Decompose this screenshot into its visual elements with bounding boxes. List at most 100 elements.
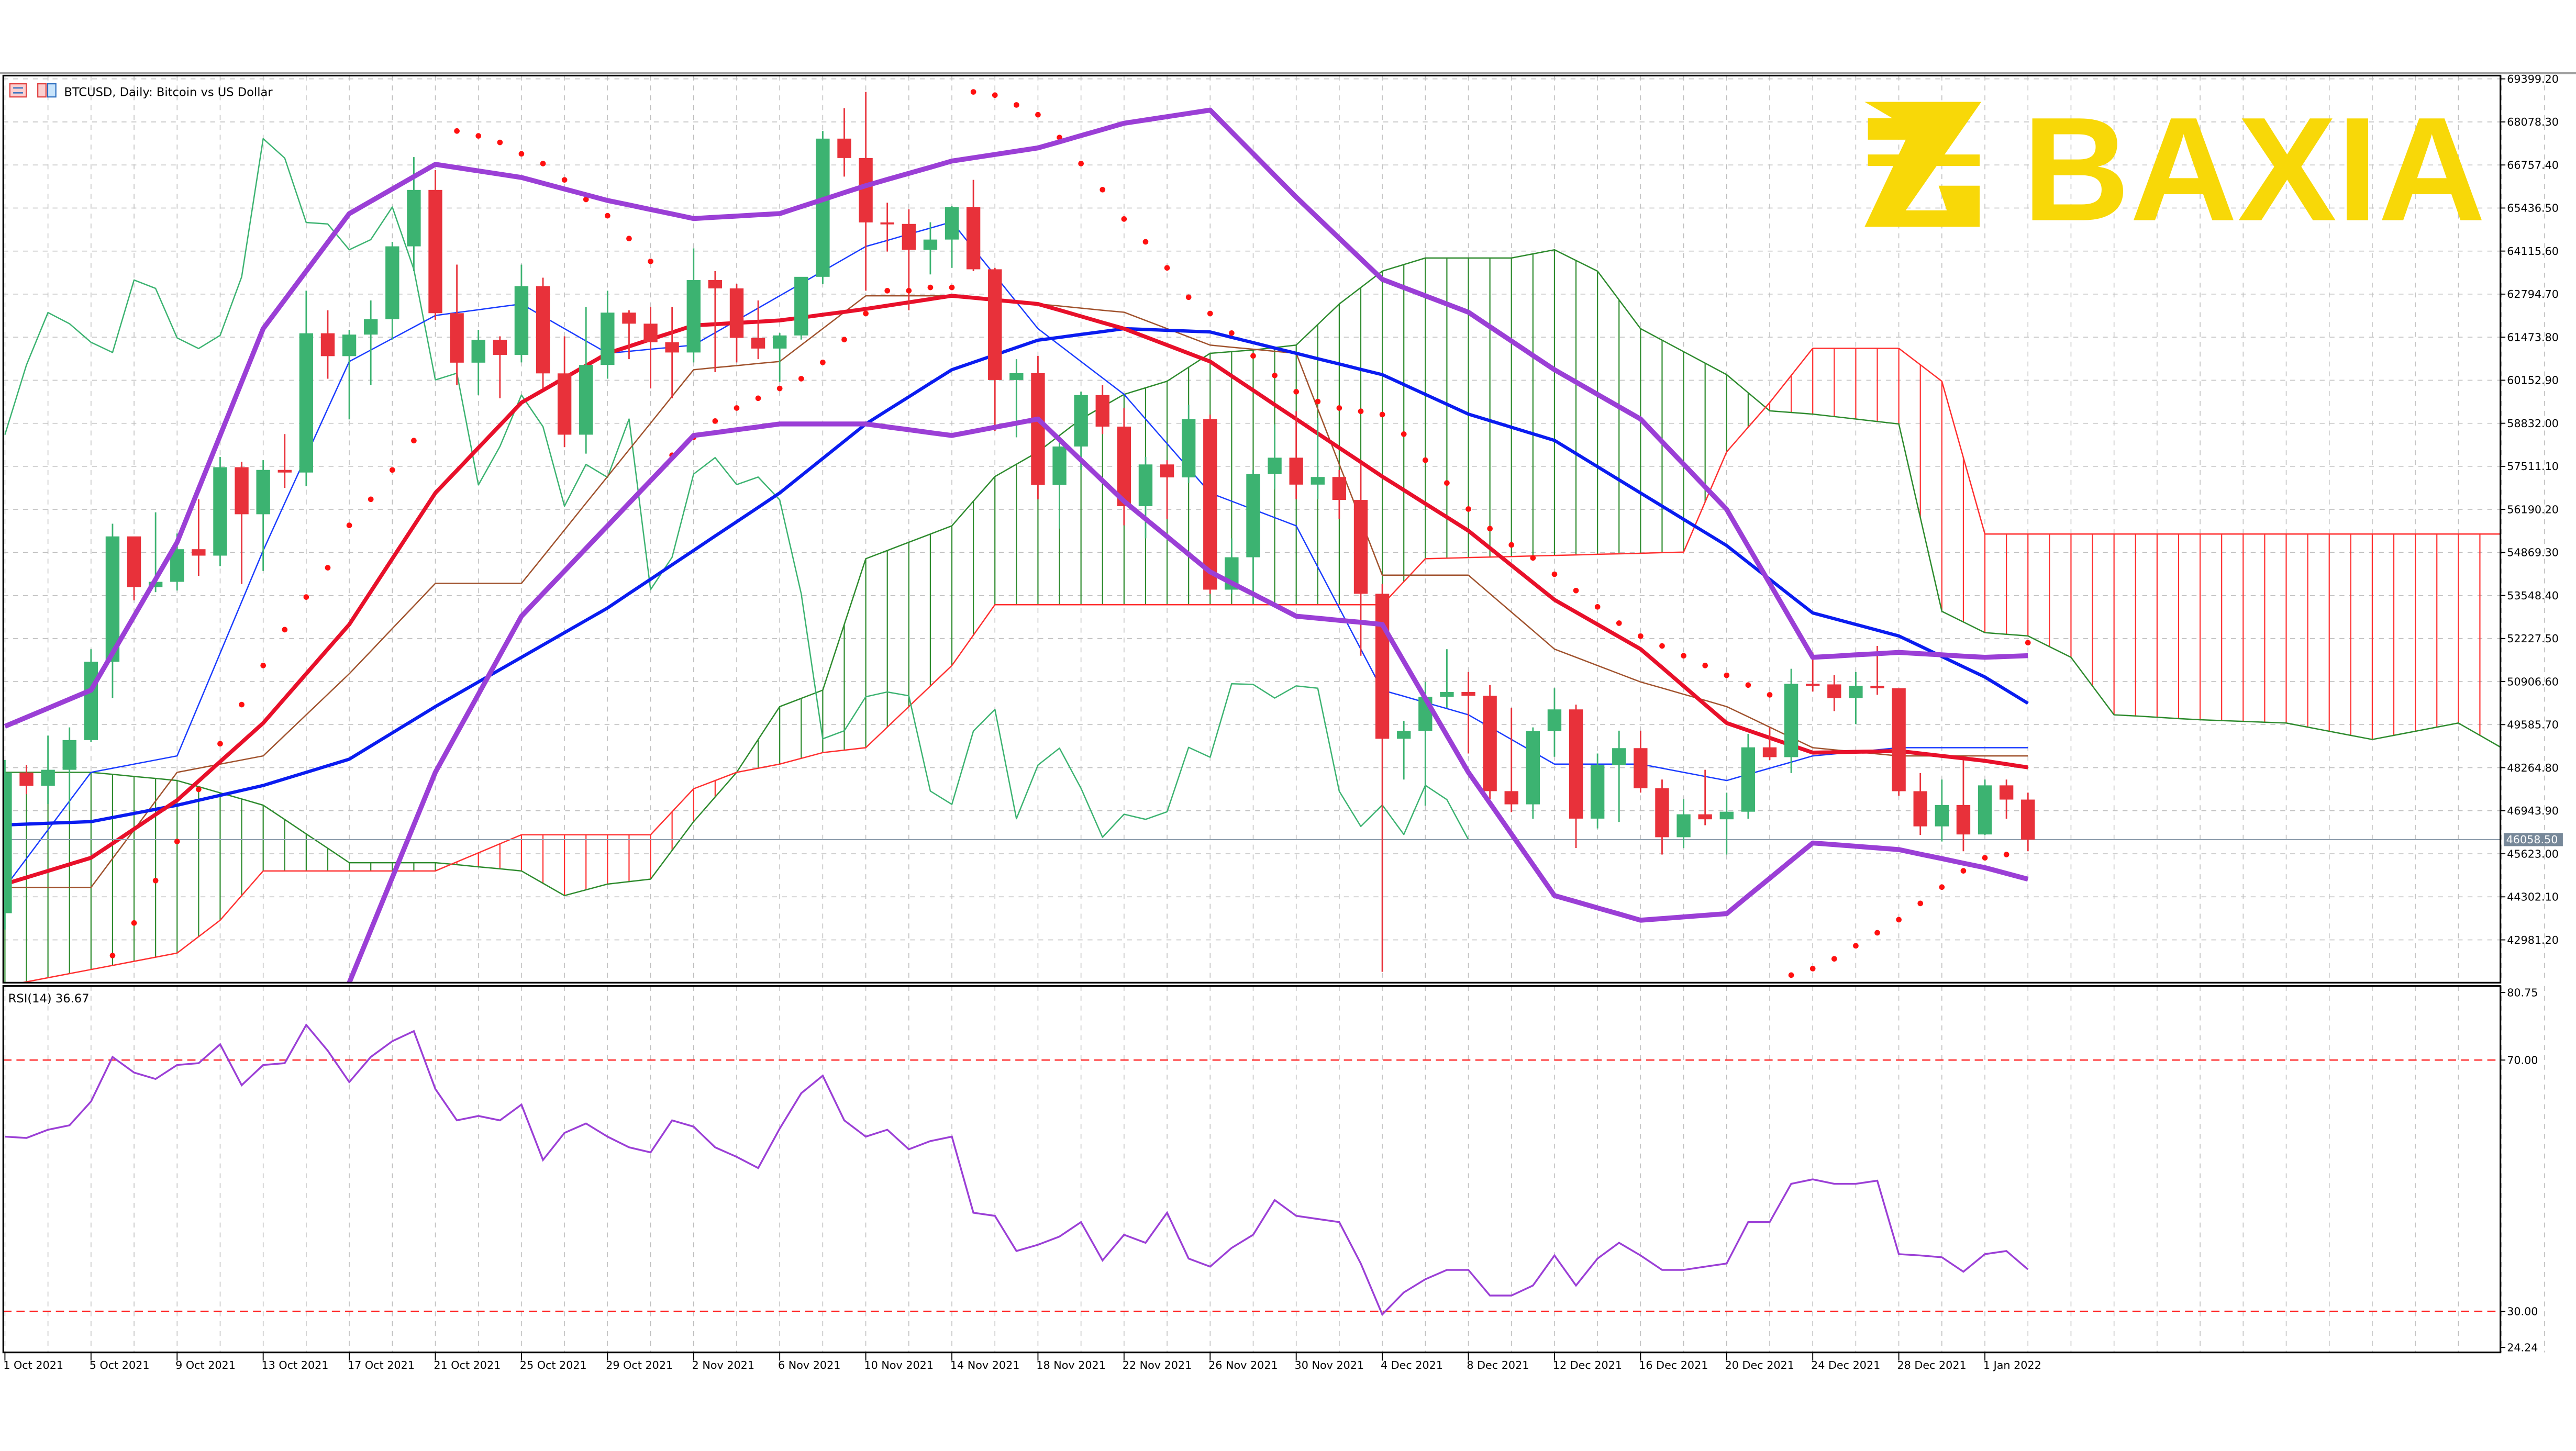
hourglass-logo-icon: [1864, 102, 1982, 227]
candle-body-bullish: [1784, 684, 1798, 757]
sar-dot: [1164, 265, 1170, 271]
time-tick-label: 9 Oct 2021: [175, 1359, 236, 1371]
sar-dot: [605, 213, 610, 219]
time-tick-label: 30 Nov 2021: [1295, 1359, 1364, 1371]
sar-dot: [1379, 411, 1385, 418]
candle-body-bearish: [1461, 691, 1475, 696]
sar-dot: [583, 196, 589, 203]
sar-dot: [109, 953, 116, 958]
time-tick-label: 17 Oct 2021: [348, 1359, 415, 1371]
candle-body-bullish: [62, 740, 76, 770]
sar-dot: [820, 359, 826, 365]
candle-body-bullish: [579, 365, 593, 435]
candle: [277, 434, 292, 488]
candle-body-bearish: [665, 342, 679, 353]
candle-body-bearish: [1160, 464, 1174, 478]
sar-dot: [1530, 555, 1536, 561]
time-tick-label: 26 Nov 2021: [1208, 1359, 1278, 1371]
candle-body-bearish: [1892, 688, 1906, 791]
rsi-axis[interactable]: 80.75 70.00 30.00 24.24: [2500, 986, 2538, 1354]
time-tick-label: 14 Nov 2021: [950, 1359, 1020, 1371]
sar-dot: [863, 310, 869, 317]
candle-body-bearish: [1913, 791, 1927, 827]
candle-body-bearish: [1870, 686, 1884, 688]
candle: [1117, 408, 1131, 526]
candle-body-bearish: [880, 222, 894, 225]
sar-dot: [906, 288, 912, 294]
sar-dot: [1336, 405, 1342, 411]
candle-body-bearish: [277, 470, 292, 473]
sar-dot: [1078, 161, 1084, 166]
candle-body-bullish: [1719, 811, 1734, 820]
candle-body-bullish: [1052, 447, 1067, 485]
sar-dot: [2003, 852, 2009, 857]
sar-dot: [734, 405, 740, 411]
current-price-tag: [2503, 833, 2563, 846]
price-pane[interactable]: [2, 74, 2502, 984]
candle-body-bullish: [213, 467, 227, 556]
candle-body-bearish: [493, 340, 507, 355]
candle-body-bullish: [601, 312, 615, 365]
rsi-grid: [4, 986, 2545, 1353]
sar-dot: [2025, 640, 2031, 646]
rsi-pane[interactable]: [2, 985, 2502, 1354]
sar-dot: [1896, 917, 1902, 923]
price-tick-label: 57511.10: [2507, 460, 2559, 473]
candle: [192, 499, 206, 576]
candle: [945, 206, 959, 268]
candle-body-bearish: [902, 224, 916, 250]
candle-body-bullish: [364, 319, 378, 335]
bollinger-bands: [4, 107, 2029, 983]
price-grid: [3, 75, 2545, 983]
candle: [1913, 773, 1927, 835]
candle: [1827, 675, 1841, 711]
sar-dot: [1272, 372, 1278, 378]
sar-dot: [1250, 353, 1256, 359]
price-tick-label: 65436.50: [2507, 202, 2559, 215]
time-tick-label: 4 Dec 2021: [1381, 1359, 1443, 1371]
price-axis[interactable]: 69399.20 68078.30 66757.40 65436.50 64115.60…: [2500, 73, 2563, 946]
candle-body-bullish: [1590, 765, 1605, 819]
price-tick-label: 66757.40: [2507, 159, 2559, 171]
candle: [859, 92, 873, 291]
candle-body-bearish: [1031, 373, 1045, 485]
sar-dot: [174, 839, 180, 844]
sar-dot: [648, 258, 653, 264]
candle: [3, 760, 12, 930]
sar-dot: [346, 522, 352, 528]
sar-dot: [1573, 587, 1579, 594]
time-axis[interactable]: 1 Oct 2021 5 Oct 2021 9 Oct 2021 13 Oct 202…: [3, 1352, 2041, 1371]
price-tick-label: 62794.70: [2507, 288, 2559, 300]
candle: [902, 209, 916, 310]
sar-dot: [1121, 216, 1127, 222]
sar-dot: [1939, 884, 1945, 890]
price-tick-label: 68078.30: [2507, 116, 2559, 128]
price-tick-label: 61473.80: [2507, 331, 2559, 343]
time-tick-label: 16 Dec 2021: [1639, 1359, 1708, 1371]
candle: [299, 291, 314, 486]
sar-dot: [884, 288, 891, 294]
time-tick-label: 12 Dec 2021: [1553, 1359, 1622, 1371]
candle-body-bearish: [837, 138, 851, 158]
time-tick-label: 5 Oct 2021: [90, 1359, 150, 1371]
sar-dot: [475, 133, 482, 139]
candle: [1311, 418, 1325, 499]
candle: [880, 203, 894, 252]
candle-body-bearish: [2021, 799, 2035, 840]
sar-dot: [1142, 239, 1149, 245]
candle: [1138, 456, 1153, 539]
candle-body-bullish: [1009, 373, 1024, 380]
candle-body-bullish: [514, 286, 529, 355]
candle: [708, 271, 723, 373]
candle-body-bullish: [1612, 748, 1626, 765]
candle-body-bullish: [1138, 464, 1153, 506]
sar-dot: [260, 663, 267, 668]
candle-body-bearish: [1569, 709, 1583, 819]
candle: [41, 735, 55, 804]
candle: [622, 310, 636, 360]
candle-body-bullish: [794, 276, 808, 336]
candle-body-bullish: [1741, 747, 1756, 812]
candle-body-bearish: [557, 373, 572, 435]
candle: [1160, 460, 1174, 519]
